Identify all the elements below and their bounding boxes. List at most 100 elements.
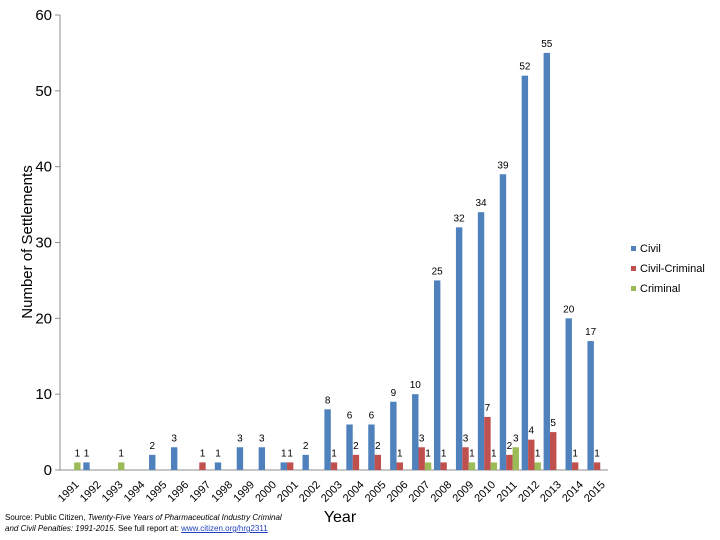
bar-civil-1995 bbox=[149, 454, 156, 470]
bar-civil-2011 bbox=[499, 174, 507, 470]
bar-civil-2004 bbox=[346, 424, 353, 470]
x-tick-label-2008: 2008 bbox=[429, 479, 455, 505]
data-label-civil-criminal-2011: 2 bbox=[507, 441, 513, 452]
bar-civil-1996 bbox=[170, 447, 178, 470]
y-tick-label: 10 bbox=[35, 386, 52, 403]
x-tick-label-2012: 2012 bbox=[516, 479, 542, 505]
y-tick-label: 20 bbox=[35, 310, 52, 327]
bar-criminal-2012 bbox=[534, 462, 541, 470]
data-label-civil-2004: 6 bbox=[347, 411, 353, 422]
legend-swatch-criminal bbox=[631, 286, 636, 291]
x-tick-label-1993: 1993 bbox=[100, 479, 126, 505]
bar-civil-criminal-2005 bbox=[374, 454, 382, 470]
bar-civil-criminal-2004 bbox=[352, 454, 360, 470]
y-tick-label: 50 bbox=[35, 83, 52, 100]
bar-civil-2014 bbox=[565, 318, 572, 470]
data-label-civil-criminal-2010: 7 bbox=[485, 403, 491, 414]
x-tick-label-2015: 2015 bbox=[582, 479, 608, 505]
x-tick-label-2014: 2014 bbox=[560, 479, 586, 505]
bar-criminal-2010 bbox=[490, 462, 498, 470]
bar-civil-criminal-2009 bbox=[462, 447, 469, 470]
bar-civil-2000 bbox=[258, 447, 266, 470]
data-label-civil-1996: 3 bbox=[171, 433, 177, 444]
bar-civil-1992 bbox=[83, 462, 90, 470]
bar-civil-1998 bbox=[214, 462, 222, 470]
data-label-civil-1998: 1 bbox=[215, 448, 221, 459]
data-label-civil-2012: 52 bbox=[519, 62, 531, 73]
x-tick-label-2011: 2011 bbox=[495, 479, 520, 504]
data-label-civil-criminal-1997: 1 bbox=[200, 448, 206, 459]
x-tick-label-1994: 1994 bbox=[122, 479, 148, 505]
x-tick-label-2005: 2005 bbox=[363, 479, 389, 505]
y-tick-label: 0 bbox=[44, 462, 52, 479]
data-label-civil-2010: 34 bbox=[475, 198, 487, 209]
bar-criminal-2009 bbox=[468, 462, 476, 470]
y-tick-label: 30 bbox=[35, 235, 52, 252]
bar-civil-2005 bbox=[368, 424, 375, 470]
bar-civil-2009 bbox=[455, 227, 463, 470]
source-prefix: Source: Public Citizen, bbox=[5, 513, 88, 522]
legend-swatch-civil-criminal bbox=[631, 266, 636, 271]
data-label-criminal-1993: 1 bbox=[118, 448, 124, 459]
data-label-civil-2003: 8 bbox=[325, 395, 331, 406]
x-tick-label-2006: 2006 bbox=[385, 479, 411, 505]
data-label-civil-2005: 6 bbox=[369, 411, 375, 422]
x-tick-label-2000: 2000 bbox=[253, 479, 279, 505]
source-title-line1: Twenty-Five Years of Pharmaceutical Indu… bbox=[87, 513, 282, 522]
bar-civil-2010 bbox=[477, 212, 485, 470]
bar-civil-criminal-2013 bbox=[550, 432, 557, 470]
bar-criminal-1993 bbox=[118, 462, 125, 470]
source-link[interactable]: www.citizen.org/hrg2311 bbox=[181, 524, 268, 533]
data-label-civil-2006: 9 bbox=[391, 388, 397, 399]
y-tick-label: 60 bbox=[35, 7, 52, 24]
y-ticks: 0 10 20 30 40 50 60 bbox=[35, 7, 60, 479]
x-tick-label-1992: 1992 bbox=[78, 479, 104, 505]
bar-civil-criminal-2001 bbox=[286, 462, 294, 470]
x-axis-title: Year bbox=[324, 509, 357, 526]
data-label-civil-criminal-2012: 4 bbox=[528, 426, 534, 437]
data-label-civil-2008: 25 bbox=[432, 266, 444, 277]
bar-civil-2006 bbox=[390, 401, 397, 470]
bar-civil-1999 bbox=[236, 447, 244, 470]
bar-civil-2003 bbox=[324, 409, 331, 470]
legend-swatch-civil bbox=[631, 246, 636, 251]
data-label-civil-2015: 17 bbox=[585, 327, 597, 338]
bar-civil-criminal-2007 bbox=[418, 447, 425, 470]
bar-criminal-2011 bbox=[512, 447, 519, 470]
bar-civil-criminal-2010 bbox=[484, 416, 491, 470]
source-suffix: . See full report at: bbox=[113, 524, 182, 533]
data-label-civil-criminal-2008: 1 bbox=[441, 448, 447, 459]
x-tick-label-1991: 1991 bbox=[56, 479, 82, 505]
legend: Civil Civil-Criminal Criminal bbox=[631, 243, 705, 295]
bar-civil-2001 bbox=[280, 462, 287, 470]
data-label-civil-2007: 10 bbox=[410, 380, 422, 391]
bar-civil-2015 bbox=[587, 341, 594, 470]
data-label-civil-1995: 2 bbox=[149, 441, 155, 452]
x-tick-label-2002: 2002 bbox=[297, 479, 323, 505]
data-label-civil-criminal-2014: 1 bbox=[572, 448, 578, 459]
bar-civil-criminal-2003 bbox=[330, 462, 338, 470]
data-label-civil-2001: 1 bbox=[281, 448, 287, 459]
x-tick-label-2007: 2007 bbox=[407, 479, 433, 505]
x-tick-label-2013: 2013 bbox=[538, 479, 564, 505]
bar-civil-2013 bbox=[543, 52, 550, 471]
bar-civil-2008 bbox=[434, 280, 441, 470]
x-tick-label-2009: 2009 bbox=[450, 479, 476, 505]
x-tick-label-1996: 1996 bbox=[166, 479, 192, 505]
data-label-civil-criminal-2004: 2 bbox=[353, 441, 359, 452]
bar-criminal-1991 bbox=[74, 462, 81, 470]
data-label-civil-2011: 39 bbox=[497, 160, 509, 171]
x-tick-label-1998: 1998 bbox=[209, 479, 235, 505]
bars bbox=[74, 52, 601, 471]
data-label-criminal-2010: 1 bbox=[491, 448, 497, 459]
x-tick-label-1997: 1997 bbox=[187, 479, 213, 505]
bar-civil-criminal-2011 bbox=[506, 454, 513, 470]
data-label-civil-2000: 3 bbox=[259, 433, 265, 444]
data-label-civil-1999: 3 bbox=[237, 433, 243, 444]
x-tick-label-1995: 1995 bbox=[144, 479, 170, 505]
y-tick-label: 40 bbox=[35, 159, 52, 176]
y-axis-title: Number of Settlements bbox=[19, 165, 36, 318]
x-tick-label-2004: 2004 bbox=[341, 479, 367, 505]
